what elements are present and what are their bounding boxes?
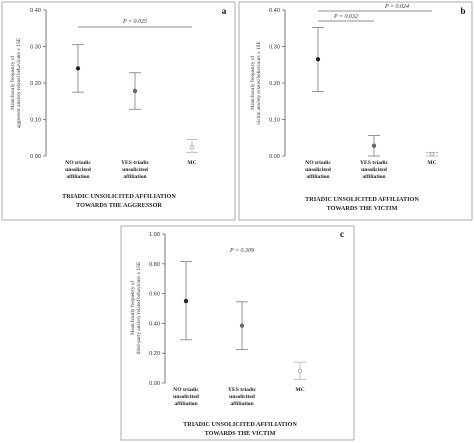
panel-b-xlabel-line2: TOWARDS THE VICTIM [327, 205, 398, 212]
panel-b-mean-point [429, 152, 435, 157]
panel-c-xlabel-line1: TRIADIC UNSOLICITED AFFILIATION [183, 421, 297, 428]
panel-c-category-label: unsolicited [229, 394, 256, 400]
panel-a-category-label: unsolicited [122, 167, 149, 173]
panel-b-category-label: YES triadic [360, 160, 389, 166]
panel-b-category-label: NO triadic [305, 160, 331, 166]
panel-b: b Mean hourly frequency of victim anxiet… [238, 1, 473, 221]
panel-a-xlabel-line2: TOWARDS THE AGGRESSOR [76, 202, 162, 209]
panel-a-category-label: affiliation [66, 174, 90, 180]
panel-a-ytick-label: 0.20 [30, 81, 41, 87]
panel-b-ytick-label: 0.40 [269, 8, 280, 14]
panel-c-ytick-label: 0.20 [149, 351, 160, 357]
panel-c-mean-point [297, 368, 303, 374]
panel-c-category-label: unsolicited [173, 394, 200, 400]
panel-c-category-label: MC [295, 387, 304, 393]
panel-b-category-label: affiliation [306, 174, 330, 180]
panel-c-xlabel-line2: TOWARDS THE VICTIM [205, 430, 276, 437]
panel-b-category-label: unsolicited [361, 167, 388, 173]
panel-c-mean-point [239, 323, 245, 328]
panel-a-category-label: MC [187, 160, 196, 166]
panel-a-mean-point [75, 66, 81, 71]
panel-c-ytick-label: 0.80 [149, 262, 160, 268]
panel-b-ytick-label: 0.00 [269, 154, 280, 160]
panel-c: c Mean hourly frequency of third-party a… [120, 225, 355, 441]
panel-b-pvalue-1: P = 0.032 [318, 14, 374, 22]
panel-a-ylabel-line2: aggressor anxiety related behaviours ± 1… [16, 38, 22, 128]
panel-a-ytick-label: 0.30 [30, 45, 41, 51]
panel-a-category-label: unsolicited [65, 167, 92, 173]
panel-b-ytick-label: 0.20 [269, 81, 280, 87]
panel-b-mean-point [371, 143, 377, 148]
panel-c-ylabel-line1: Mean hourly frequency of [129, 281, 136, 336]
panel-b-category-label: MC [427, 160, 436, 166]
panel-c-ytick-label: 1.00 [149, 232, 160, 238]
panel-c-category-label: affiliation [174, 401, 198, 407]
panel-a-category-label: NO triadic [65, 160, 91, 166]
panel-c-frame [120, 225, 355, 441]
panel-b-category-label: unsolicited [305, 167, 332, 173]
panel-c-ytick-label: 0.00 [149, 381, 160, 387]
panel-b-ticks: 0.00 0.10 0.20 0.30 0.40 [269, 8, 285, 160]
panel-c-letter: c [340, 229, 344, 239]
panel-c-pvalue-text: P = 0.309 [229, 248, 254, 254]
panel-b-pvalue-2-text: P = 0.024 [384, 3, 409, 10]
panel-a-ylabel-line1: Mean hourly frequency of [9, 56, 16, 111]
panel-b-pvalue-2: P = 0.024 [318, 3, 432, 12]
panel-b-xlabel-line1: TRIADIC UNSOLICITED AFFILIATION [305, 196, 419, 203]
panel-a-xlabel-line1: TRIADIC UNSOLICITED AFFILIATION [62, 193, 176, 200]
panel-c-category-label: affiliation [230, 401, 254, 407]
panel-a-marks [72, 44, 198, 153]
panel-a-ytick-label: 0.10 [30, 118, 41, 124]
panel-b-ylabel-line2: victim anxiety related behaviours ± 1SE [256, 41, 262, 124]
panel-c-ylabel-line2: third-party anxiety related behaviours ±… [136, 262, 142, 354]
panel-a-letter: a [222, 6, 227, 16]
panel-a-ytick-label: 0.40 [30, 8, 41, 14]
panel-a-ticks: 0.00 0.10 0.20 0.30 0.40 [30, 8, 46, 160]
panel-a: a Mean hourly frequency of aggressor anx… [1, 1, 236, 221]
panel-b-ylabel-line1: Mean hourly frequency of [249, 56, 256, 111]
panel-c-ticks: 0.00 0.20 0.40 0.60 0.80 1.00 [149, 232, 165, 387]
panel-b-mean-point [315, 57, 321, 62]
panel-b-ytick-label: 0.30 [269, 45, 280, 51]
panel-c-ytick-label: 0.40 [149, 321, 160, 327]
panel-c-ytick-label: 0.60 [149, 292, 160, 298]
panel-b-pvalue-1-text: P = 0.032 [333, 14, 358, 20]
panel-c-marks [180, 261, 306, 380]
panel-a-mean-point [189, 144, 195, 150]
panel-b-frame [238, 1, 473, 221]
panel-a-pvalue-1-text: P = 0.025 [122, 19, 147, 25]
panel-b-ytick-label: 0.10 [269, 118, 280, 124]
panel-c-category-label: YES triadic [228, 387, 257, 393]
panel-b-category-label: affiliation [362, 174, 386, 180]
panel-b-marks [312, 27, 438, 157]
panel-b-letter: b [460, 6, 465, 16]
panel-a-pvalue-1: P = 0.025 [78, 19, 192, 28]
panel-a-category-label: affiliation [123, 174, 147, 180]
panel-a-mean-point [132, 88, 138, 94]
panel-a-frame [1, 1, 236, 221]
panel-c-category-label: NO triadic [173, 387, 199, 393]
panel-a-category-label: YES triadic [121, 160, 150, 166]
panel-a-ytick-label: 0.00 [30, 154, 41, 160]
panel-c-mean-point [183, 298, 189, 304]
